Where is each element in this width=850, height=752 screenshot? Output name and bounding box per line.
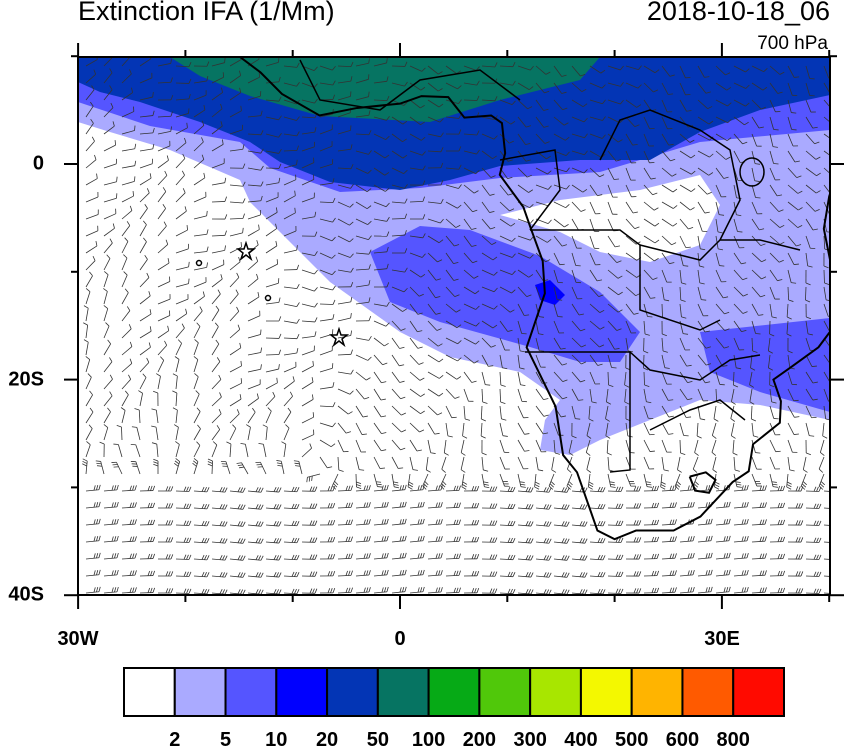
colorbar-label: 20 [316, 729, 338, 752]
x-tick-label: 30W [57, 628, 98, 651]
colorbar-label: 600 [666, 729, 699, 752]
colorbar-box [733, 668, 784, 716]
colorbar-box [226, 668, 277, 716]
x-tick-label: 30E [704, 628, 740, 651]
colorbar-label: 5 [220, 729, 231, 752]
colorbar-box [124, 668, 175, 716]
colorbar-label: 2 [169, 729, 180, 752]
aerosol-shading [78, 52, 840, 595]
colorbar-label: 400 [564, 729, 597, 752]
colorbar-label: 50 [367, 729, 389, 752]
y-tick-label: 0 [0, 153, 44, 176]
colorbar [124, 668, 784, 716]
colorbar-box [682, 668, 733, 716]
colorbar-label: 500 [615, 729, 648, 752]
colorbar-box [175, 668, 226, 716]
colorbar-box [378, 668, 429, 716]
colorbar-box [530, 668, 581, 716]
colorbar-box [429, 668, 480, 716]
colorbar-label: 100 [412, 729, 445, 752]
x-tick-label: 0 [394, 628, 405, 651]
colorbar-label: 800 [717, 729, 750, 752]
colorbar-label: 200 [463, 729, 496, 752]
y-tick-label: 40S [0, 584, 44, 607]
colorbar-box [581, 668, 632, 716]
colorbar-box [276, 668, 327, 716]
colorbar-box [327, 668, 378, 716]
colorbar-label: 10 [265, 729, 287, 752]
y-tick-label: 20S [0, 369, 44, 392]
colorbar-box [632, 668, 683, 716]
colorbar-box [479, 668, 530, 716]
colorbar-label: 300 [513, 729, 546, 752]
